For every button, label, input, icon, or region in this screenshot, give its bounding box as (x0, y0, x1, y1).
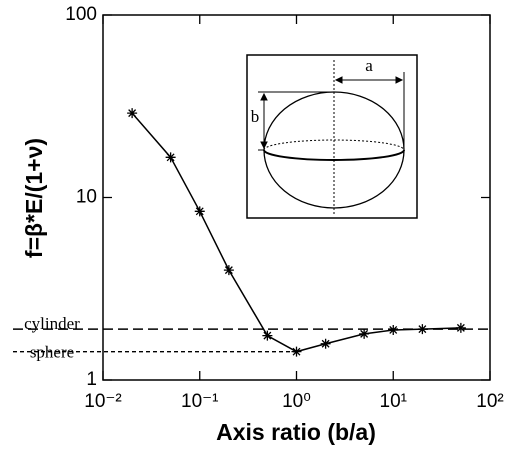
marker (194, 206, 205, 217)
x-tick-label: 10² (476, 391, 503, 412)
marker (262, 330, 273, 341)
marker (291, 346, 302, 357)
x-tick-label: 10⁻¹ (181, 391, 219, 412)
y-tick-label: 100 (65, 4, 97, 25)
marker (359, 328, 370, 339)
plot-frame (102, 14, 491, 381)
inset (246, 54, 418, 219)
x-tick-label: 10⁻² (84, 391, 122, 412)
series-line (131, 112, 461, 353)
marker (223, 265, 234, 276)
x-axis-label: Axis ratio (b/a) (216, 419, 376, 445)
inset-label: a (365, 56, 373, 75)
x-tick-label: 10⁰ (282, 391, 311, 412)
y-tick-label: 1 (86, 369, 97, 390)
y-tick-label: 10 (76, 187, 97, 208)
inset-arrowhead (334, 76, 404, 84)
marker (127, 108, 138, 119)
inset-equator-front (263, 149, 405, 161)
y-axis-label: f=β*E/(1+ν) (21, 138, 47, 258)
marker (320, 338, 331, 349)
marker (388, 324, 399, 335)
marker (165, 152, 176, 163)
inset-label: b (251, 107, 260, 126)
reference-label: cylinder (24, 314, 80, 333)
x-tick-label: 10¹ (380, 391, 407, 412)
reference-label: sphere (30, 343, 74, 362)
marker (417, 324, 428, 335)
inset-frame (246, 54, 418, 219)
marker (455, 322, 466, 333)
inset-arrowhead (260, 92, 268, 150)
inset-equator-back (263, 139, 405, 151)
